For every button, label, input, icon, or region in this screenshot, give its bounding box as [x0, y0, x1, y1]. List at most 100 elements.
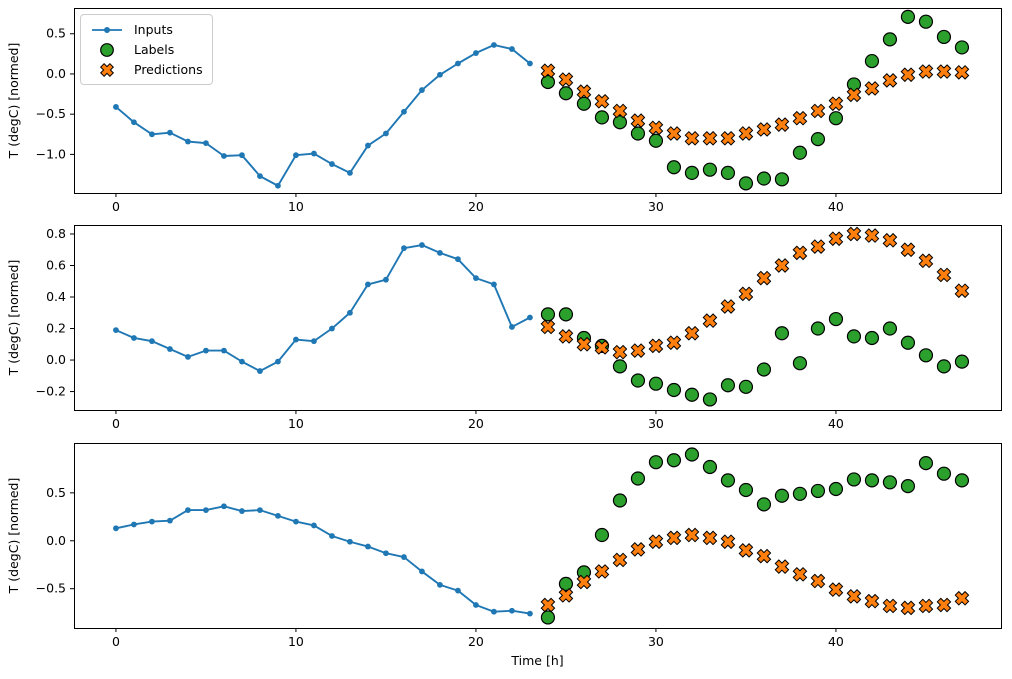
inputs-point: [239, 152, 245, 159]
inputs-point: [437, 249, 443, 256]
y-axis-ticks: 0.8 0.6 0.4 0.2 0.0 −0.2: [36, 226, 74, 399]
predictions-point: [846, 226, 862, 242]
predictions-point: [684, 325, 700, 341]
inputs-point: [329, 161, 335, 167]
predictions-point: [540, 63, 556, 79]
inputs-point: [113, 104, 119, 110]
predictions-point: [954, 283, 970, 299]
inputs-point: [239, 358, 245, 365]
inputs-point: [239, 508, 245, 514]
inputs-point: [149, 131, 155, 138]
predictions-point: [630, 343, 646, 358]
predictions-point: [738, 126, 754, 141]
y-axis-ticks: 0.5 0.0 −0.5 −1.0: [36, 26, 74, 161]
inputs-point: [527, 610, 533, 617]
inputs-point: [401, 245, 407, 252]
labels-point: [828, 111, 844, 126]
labels-point: [846, 472, 862, 487]
labels-circle-icon: [88, 42, 126, 58]
predictions-point: [630, 542, 646, 557]
inputs-point: [527, 60, 533, 67]
labels-point: [954, 354, 970, 369]
y-axis-label: T (degC) [normed]: [6, 478, 21, 595]
predictions-point: [648, 534, 664, 550]
predictions-point: [720, 299, 736, 314]
inputs-line: [115, 505, 531, 615]
predictions-point: [954, 64, 970, 80]
inputs-point: [347, 309, 353, 316]
legend-item-inputs: Inputs: [88, 21, 204, 38]
labels-series: [540, 447, 970, 625]
predictions-point: [540, 597, 556, 613]
x-axis-label: Time [h]: [510, 653, 563, 668]
y-axis-ticks: 0.5 0.0 −0.5: [36, 485, 74, 596]
predictions-point: [630, 113, 646, 128]
y-tick-label: 0.0: [46, 533, 66, 548]
inputs-point: [257, 368, 263, 374]
legend-item-predictions: Predictions: [88, 61, 204, 78]
inputs-point: [491, 281, 497, 288]
inputs-point: [131, 335, 137, 341]
inputs-point: [473, 602, 479, 608]
inputs-line-dot-icon: [88, 22, 126, 38]
predictions-point: [936, 267, 952, 283]
predictions-x-icon: [88, 62, 126, 78]
labels-point: [936, 359, 952, 374]
inputs-point: [329, 533, 335, 539]
x-tick-label: 30: [648, 416, 664, 431]
inputs-point: [437, 581, 443, 588]
y-tick-label: 0.2: [46, 321, 66, 336]
labels-point: [666, 453, 682, 468]
legend-label-predictions: Predictions: [134, 62, 203, 77]
predictions-series: [540, 63, 970, 146]
legend: Inputs Labels Predictions: [80, 14, 213, 85]
labels-point: [720, 378, 736, 393]
inputs-point: [473, 275, 479, 282]
labels-point: [828, 311, 844, 327]
predictions-series: [540, 527, 970, 616]
axes-frame: [74, 443, 1002, 629]
predictions-point: [720, 534, 736, 550]
labels-point: [594, 110, 610, 125]
inputs-series: [113, 42, 533, 189]
predictions-point: [774, 258, 790, 273]
x-tick-label: 10: [288, 416, 304, 431]
labels-point: [666, 382, 682, 398]
labels-point: [648, 133, 664, 148]
inputs-point: [167, 346, 173, 352]
predictions-point: [756, 122, 772, 137]
x-tick-label: 10: [288, 634, 304, 649]
inputs-point: [185, 353, 191, 360]
inputs-point: [167, 129, 173, 136]
predictions-point: [666, 530, 682, 546]
inputs-point: [221, 347, 227, 354]
labels-point: [612, 115, 628, 130]
inputs-series: [113, 242, 533, 374]
y-tick-label: 0.4: [46, 289, 66, 304]
inputs-point: [419, 242, 425, 248]
inputs-point: [329, 325, 335, 332]
x-tick-label: 30: [648, 199, 664, 214]
predictions-point: [720, 130, 736, 146]
x-tick-label: 40: [828, 199, 844, 214]
labels-point: [774, 488, 790, 503]
inputs-point: [365, 142, 371, 149]
labels-point: [828, 481, 844, 497]
inputs-point: [383, 130, 389, 137]
inputs-point: [149, 518, 155, 525]
labels-point: [558, 307, 574, 322]
predictions-point: [918, 253, 934, 269]
labels-point: [702, 392, 718, 407]
inputs-point: [509, 46, 515, 52]
inputs-point: [131, 521, 137, 528]
inputs-point: [347, 538, 353, 545]
predictions-point: [954, 590, 970, 606]
inputs-point: [419, 87, 425, 93]
y-tick-label: 0.0: [46, 66, 66, 81]
y-axis-label: T (degC) [normed]: [6, 260, 21, 377]
inputs-point: [311, 338, 317, 345]
predictions-point: [558, 72, 574, 87]
labels-point: [576, 96, 592, 111]
predictions-point: [846, 87, 862, 103]
